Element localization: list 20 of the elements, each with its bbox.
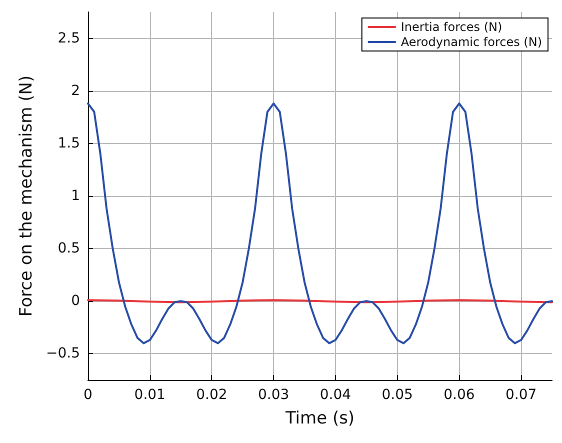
y-tick-label: 2.5 bbox=[58, 30, 80, 46]
legend-label: Aerodynamic forces (N) bbox=[400, 35, 542, 49]
line-series bbox=[87, 102, 553, 344]
x-tick-label: 0.06 bbox=[444, 387, 475, 403]
x-tick-label: 0.07 bbox=[505, 387, 537, 403]
y-tick-label: 0.5 bbox=[58, 240, 80, 257]
x-tick-label: 0.05 bbox=[382, 387, 413, 403]
y-tick-label: 2 bbox=[71, 82, 80, 99]
x-tick-label: 0.02 bbox=[196, 387, 228, 403]
x-axis-title: Time (s) bbox=[284, 408, 355, 428]
y-axis-title: Force on the mechanism (N) bbox=[16, 75, 37, 317]
x-tick-label: 0.01 bbox=[134, 387, 166, 403]
y-tick-label: −0.5 bbox=[46, 346, 80, 362]
x-tick-label: 0 bbox=[84, 387, 92, 403]
legend-label: Inertia forces (N) bbox=[400, 20, 502, 34]
y-tick-label: 0 bbox=[71, 293, 80, 310]
x-tick-label: 0.04 bbox=[320, 387, 352, 403]
x-tick-label: 0.03 bbox=[258, 387, 290, 403]
y-tick-label: 1 bbox=[71, 188, 80, 204]
y-tick-label: 1.5 bbox=[58, 135, 80, 152]
